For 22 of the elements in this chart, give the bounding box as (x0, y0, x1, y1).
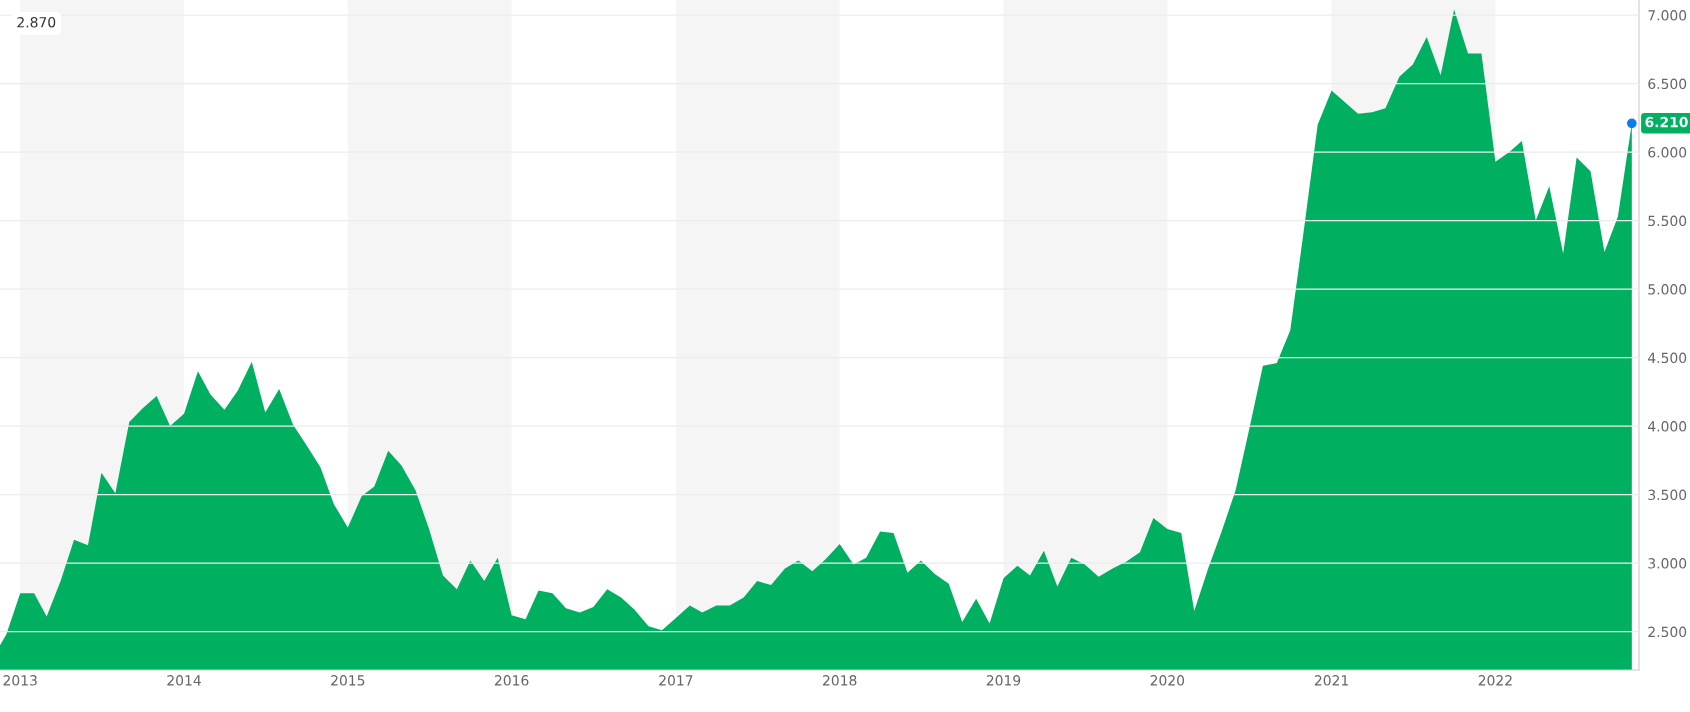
x-tick-label: 2022 (1478, 675, 1512, 686)
x-tick-label: 2016 (494, 675, 529, 686)
x-tick-label: 2019 (986, 675, 1021, 686)
y-tick-label: 4.000 (1648, 421, 1687, 432)
y-tick-label: 5.000 (1648, 284, 1687, 295)
y-tick-label: 2.500 (1648, 626, 1687, 638)
x-tick-label: 2020 (1150, 675, 1185, 686)
annotation: 6.210 (1645, 116, 1688, 128)
x-tick-label: 2013 (3, 675, 37, 686)
y-tick-label: 3.500 (1648, 489, 1687, 501)
x-tick-label: 2021 (1314, 675, 1348, 686)
y-tick-label: 5.500 (1648, 215, 1687, 227)
y-tick-label: 7.000 (1648, 10, 1687, 21)
x-tick-label: 2014 (167, 675, 201, 686)
y-tick-label: 3.000 (1648, 558, 1687, 569)
x-tick-label: 2017 (659, 675, 693, 686)
annotation: 2.870 (17, 17, 56, 28)
x-tick-label: 2018 (823, 675, 857, 686)
y-tick-label: 4.500 (1648, 352, 1687, 364)
y-tick-label: 6.000 (1648, 147, 1687, 158)
x-tick-label: 2015 (331, 675, 365, 686)
y-tick-label: 6.500 (1648, 78, 1687, 90)
